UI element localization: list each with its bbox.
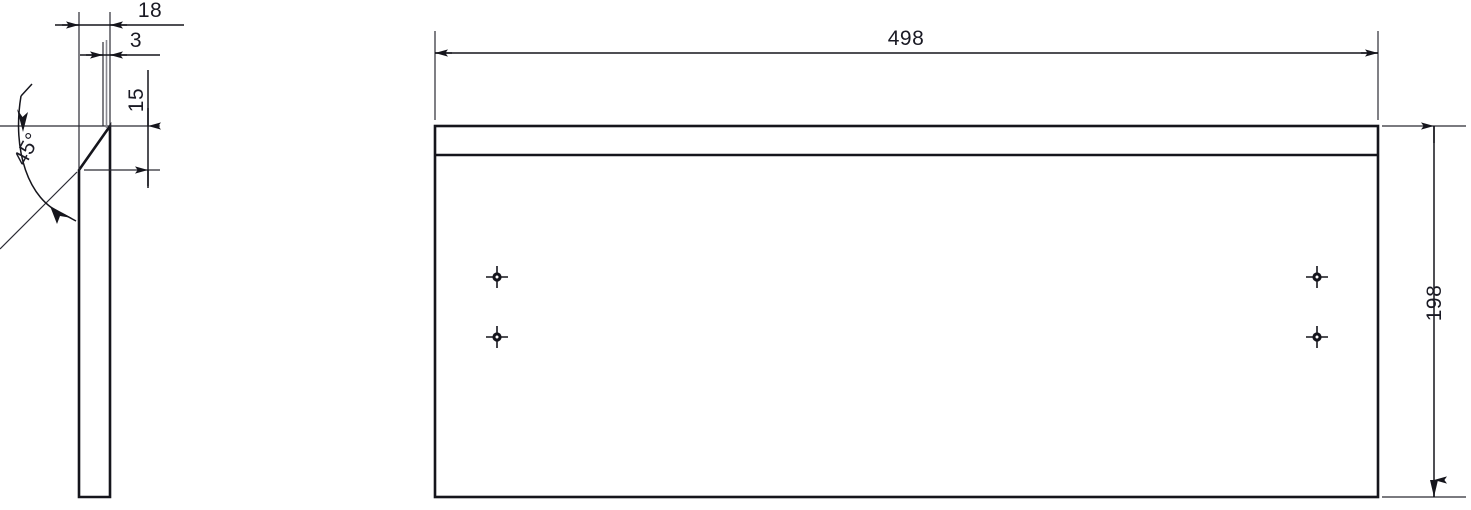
dimension-overall-length: 498 bbox=[435, 27, 1378, 57]
hole-top-left bbox=[486, 266, 508, 288]
hole-bottom-left bbox=[486, 326, 508, 348]
dimension-overall-thickness-label: 18 bbox=[138, 0, 162, 22]
side-profile-view: 18 3 15 bbox=[0, 0, 184, 499]
side-profile-extension-lines bbox=[68, 12, 160, 171]
dimension-chamfer-angle: 45° bbox=[0, 83, 78, 250]
dimension-chamfer-height: 15 bbox=[125, 70, 161, 188]
hole-top-right bbox=[1306, 266, 1328, 288]
dimension-web-thickness-label: 3 bbox=[130, 29, 142, 52]
dimension-overall-thickness: 18 bbox=[55, 0, 184, 29]
dimension-chamfer-angle-label: 45° bbox=[9, 129, 45, 169]
dimension-overall-height: 198 bbox=[1421, 122, 1447, 497]
front-face-hole-group bbox=[486, 266, 1328, 348]
dimension-web-thickness: 3 bbox=[80, 29, 160, 59]
front-face-extension-lines bbox=[434, 31, 1466, 498]
side-profile-outline bbox=[77, 121, 112, 499]
front-face-view: 498 198 bbox=[433, 27, 1466, 499]
front-face-outline bbox=[433, 124, 1380, 499]
dimension-overall-length-label: 498 bbox=[888, 27, 925, 50]
dimension-chamfer-height-label: 15 bbox=[125, 88, 148, 112]
dimension-overall-height-label: 198 bbox=[1423, 285, 1446, 322]
hole-bottom-right bbox=[1306, 326, 1328, 348]
